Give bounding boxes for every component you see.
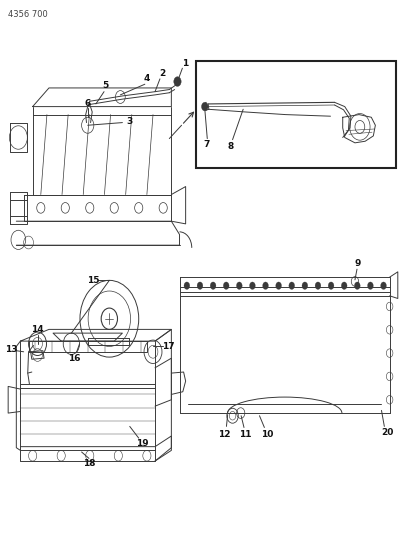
Text: 13: 13	[5, 345, 18, 354]
Text: 11: 11	[239, 430, 251, 439]
Circle shape	[184, 282, 190, 289]
Text: 14: 14	[31, 325, 44, 334]
Text: 17: 17	[162, 342, 174, 351]
Text: 4356 700: 4356 700	[8, 10, 48, 19]
Circle shape	[289, 282, 295, 289]
Text: 16: 16	[68, 354, 80, 362]
Circle shape	[315, 282, 321, 289]
Text: 6: 6	[84, 100, 91, 108]
Text: 10: 10	[261, 430, 273, 439]
Circle shape	[328, 282, 334, 289]
Circle shape	[223, 282, 229, 289]
Circle shape	[250, 282, 255, 289]
Text: 1: 1	[182, 60, 189, 68]
Circle shape	[341, 282, 347, 289]
Circle shape	[302, 282, 308, 289]
Circle shape	[197, 282, 203, 289]
Circle shape	[276, 282, 282, 289]
Text: 2: 2	[159, 69, 166, 78]
Text: 4: 4	[144, 75, 150, 83]
Text: 5: 5	[102, 81, 109, 90]
Text: 7: 7	[203, 141, 210, 149]
Circle shape	[381, 282, 386, 289]
Circle shape	[368, 282, 373, 289]
Text: 18: 18	[83, 459, 95, 468]
Bar	[196, 61, 396, 168]
Text: 8: 8	[227, 142, 234, 150]
Text: 3: 3	[126, 117, 133, 126]
Circle shape	[202, 102, 208, 111]
Circle shape	[355, 282, 360, 289]
Text: 15: 15	[87, 276, 99, 285]
Circle shape	[210, 282, 216, 289]
Text: 12: 12	[218, 430, 231, 439]
Text: 19: 19	[136, 439, 148, 448]
Circle shape	[174, 77, 181, 86]
Text: 20: 20	[381, 429, 394, 437]
Text: 9: 9	[355, 260, 361, 268]
Circle shape	[263, 282, 268, 289]
Circle shape	[237, 282, 242, 289]
